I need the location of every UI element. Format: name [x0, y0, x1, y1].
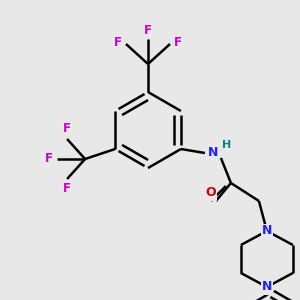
Text: F: F: [174, 35, 182, 49]
Text: N: N: [208, 146, 218, 160]
Text: H: H: [222, 140, 232, 150]
Text: F: F: [63, 122, 71, 136]
Text: F: F: [144, 25, 152, 38]
Text: F: F: [45, 152, 53, 166]
Text: O: O: [206, 187, 216, 200]
Text: F: F: [114, 35, 122, 49]
Text: N: N: [262, 224, 272, 238]
Text: N: N: [262, 280, 272, 293]
Text: F: F: [63, 182, 71, 196]
